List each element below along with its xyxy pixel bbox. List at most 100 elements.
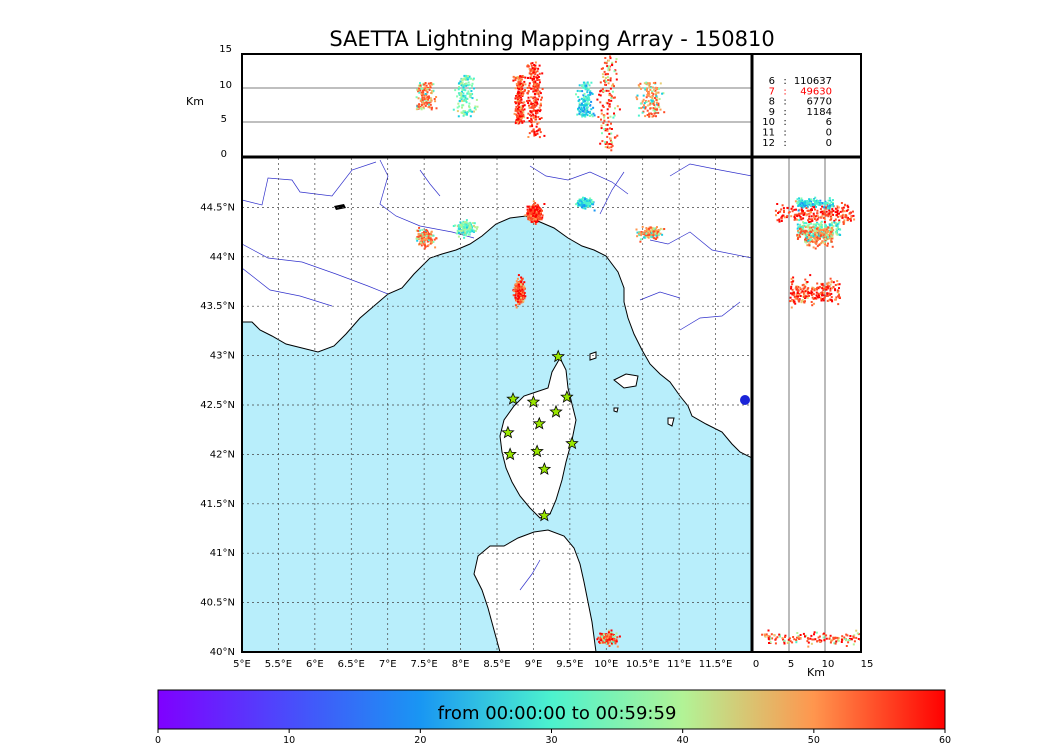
lightning-source — [530, 218, 533, 220]
lightning-source — [588, 115, 591, 117]
lightning-source — [648, 233, 651, 236]
lightning-source — [457, 235, 460, 238]
lightning-source — [843, 210, 846, 213]
lightning-source — [535, 212, 538, 215]
lightning-source — [815, 242, 818, 245]
lightning-source — [663, 111, 666, 114]
lightning-source — [821, 205, 824, 208]
lightning-source — [794, 295, 797, 298]
lightning-source — [463, 77, 466, 80]
lightning-source — [587, 95, 590, 98]
lon-tick-label: 7.5°E — [411, 659, 438, 670]
lightning-source — [517, 292, 520, 295]
lightning-source — [530, 101, 533, 104]
lightning-source — [528, 120, 531, 122]
lightning-source — [417, 84, 420, 87]
lightning-source — [584, 207, 587, 210]
lightning-source — [520, 281, 523, 283]
lightning-source — [590, 100, 593, 103]
lightning-source — [821, 233, 824, 236]
lightning-source — [466, 224, 469, 227]
top-panel: Km 15 10 5 0 — [186, 44, 752, 160]
lightning-source — [535, 130, 538, 133]
lightning-source — [834, 284, 837, 286]
lightning-source — [471, 225, 474, 228]
lightning-source — [456, 110, 459, 113]
lightning-source — [797, 285, 800, 288]
lightning-source — [788, 637, 791, 640]
lightning-source — [534, 85, 536, 88]
lightning-source — [609, 127, 611, 130]
lightning-source — [517, 90, 520, 93]
lightning-source — [635, 96, 638, 99]
lightning-source — [805, 207, 808, 209]
lightning-source — [420, 237, 423, 240]
lightning-source — [814, 202, 816, 204]
lightning-source — [530, 64, 533, 67]
lightning-source — [530, 74, 533, 77]
lightning-source — [514, 79, 517, 81]
lightning-source — [781, 204, 784, 207]
lightning-source — [541, 96, 543, 99]
lightning-source — [432, 89, 435, 92]
lightning-source — [829, 227, 832, 230]
lightning-source — [814, 247, 817, 250]
lightning-source — [541, 72, 544, 75]
lightning-source — [605, 80, 608, 83]
lightning-source — [471, 226, 474, 229]
lightning-source — [807, 291, 810, 294]
lightning-source — [767, 629, 770, 632]
lightning-source — [823, 297, 826, 300]
lightning-source — [836, 212, 839, 215]
lightning-source — [588, 112, 591, 115]
top-ytick: 5 — [221, 114, 227, 125]
lightning-source — [538, 90, 541, 93]
lightning-source — [526, 65, 529, 68]
lightning-source — [608, 640, 611, 643]
lightning-source — [812, 297, 815, 300]
lightning-source — [812, 246, 815, 249]
lightning-source — [517, 122, 520, 125]
lightning-source — [464, 98, 467, 101]
lightning-source — [796, 292, 799, 295]
lightning-source — [578, 110, 581, 113]
lightning-source — [469, 92, 472, 95]
lightning-source — [796, 636, 798, 639]
lightning-source — [430, 230, 433, 233]
lightning-source — [783, 209, 785, 212]
lightning-source — [602, 122, 605, 125]
lightning-source — [799, 637, 802, 639]
lightning-source — [640, 231, 643, 233]
lightning-source — [614, 634, 616, 637]
lightning-source — [603, 70, 606, 73]
lightning-source — [826, 244, 829, 247]
lightning-source — [537, 67, 540, 70]
lightning-source — [831, 236, 834, 239]
lightning-source — [537, 206, 540, 208]
lightning-source — [808, 198, 811, 201]
lightning-source — [520, 101, 523, 104]
lightning-source — [769, 637, 772, 640]
lightning-source — [522, 82, 525, 85]
lightning-source — [659, 82, 662, 85]
lightning-source — [807, 294, 810, 297]
lightning-source — [464, 74, 467, 77]
lightning-source — [829, 287, 832, 290]
lightning-source — [814, 229, 817, 232]
lightning-source — [815, 631, 818, 634]
lightning-source — [590, 113, 593, 116]
lightning-source — [515, 96, 518, 99]
lightning-source — [428, 96, 430, 99]
lightning-source — [517, 99, 520, 102]
lightning-source — [514, 122, 517, 125]
lightning-source — [577, 100, 580, 102]
lightning-source — [427, 88, 429, 91]
lightning-source — [433, 98, 436, 100]
lightning-source — [588, 205, 591, 208]
lightning-source — [827, 199, 830, 202]
lightning-source — [604, 146, 607, 148]
lightning-source — [791, 210, 794, 213]
lightning-source — [533, 90, 536, 93]
lightning-source — [768, 642, 770, 644]
lightning-source — [580, 104, 583, 106]
